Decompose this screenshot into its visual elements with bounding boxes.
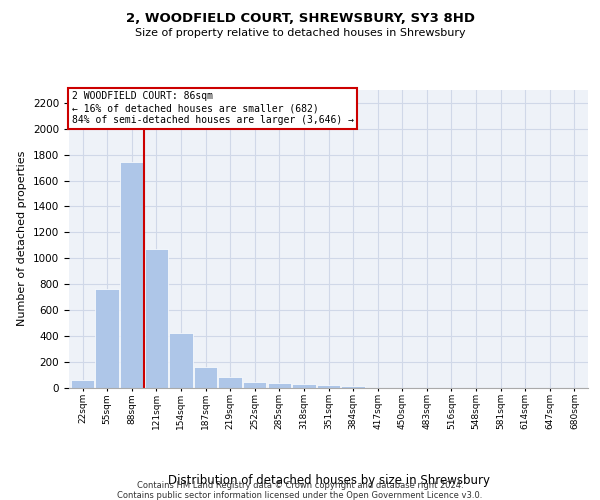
Bar xyxy=(268,382,291,388)
Text: Contains HM Land Registry data © Crown copyright and database right 2024.: Contains HM Land Registry data © Crown c… xyxy=(137,481,463,490)
Bar xyxy=(95,289,119,388)
Bar xyxy=(169,333,193,388)
Bar xyxy=(341,386,365,388)
Text: Contains public sector information licensed under the Open Government Licence v3: Contains public sector information licen… xyxy=(118,491,482,500)
Text: 2, WOODFIELD COURT, SHREWSBURY, SY3 8HD: 2, WOODFIELD COURT, SHREWSBURY, SY3 8HD xyxy=(125,12,475,26)
Bar xyxy=(194,367,217,388)
Bar xyxy=(243,382,266,388)
Y-axis label: Number of detached properties: Number of detached properties xyxy=(17,151,28,326)
Bar xyxy=(292,384,316,388)
Bar xyxy=(120,162,143,388)
Bar xyxy=(218,377,242,388)
X-axis label: Distribution of detached houses by size in Shrewsbury: Distribution of detached houses by size … xyxy=(167,474,490,487)
Bar xyxy=(317,385,340,388)
Bar xyxy=(71,380,94,388)
Text: 2 WOODFIELD COURT: 86sqm
← 16% of detached houses are smaller (682)
84% of semi-: 2 WOODFIELD COURT: 86sqm ← 16% of detach… xyxy=(71,92,353,124)
Bar xyxy=(145,249,168,388)
Text: Size of property relative to detached houses in Shrewsbury: Size of property relative to detached ho… xyxy=(134,28,466,38)
